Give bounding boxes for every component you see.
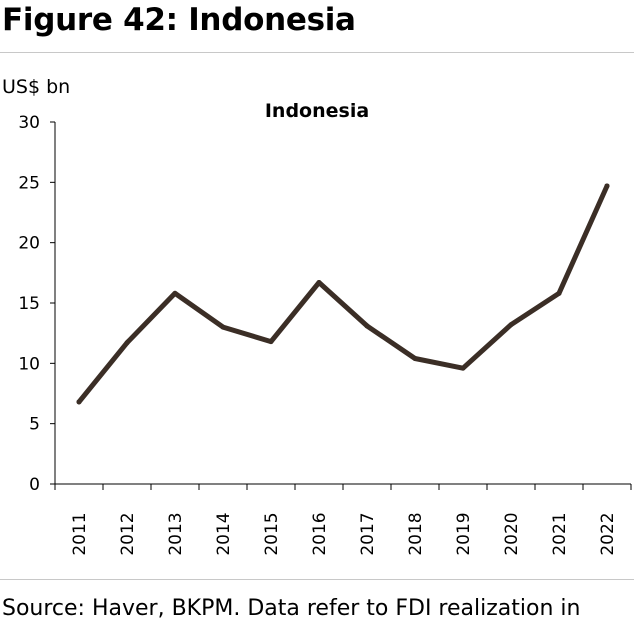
x-tick-label-2015: 2015 — [262, 512, 282, 555]
x-tick-label-2012: 2012 — [118, 512, 138, 555]
bottom-divider — [0, 579, 634, 580]
y-tick-label-0: 0 — [29, 475, 40, 495]
x-tick-label-2011: 2011 — [70, 512, 90, 555]
x-tick-label-2019: 2019 — [454, 512, 474, 555]
data-point-2013 — [172, 290, 178, 296]
data-point-2022 — [604, 183, 610, 189]
y-tick-label-10: 10 — [18, 354, 40, 374]
y-tick-label-30: 30 — [18, 113, 40, 133]
x-tick-label-2021: 2021 — [550, 512, 570, 555]
y-axis-unit-label: US$ bn — [2, 76, 71, 98]
source-note: Source: Haver, BKPM. Data refer to FDI r… — [2, 596, 581, 621]
data-point-2017 — [364, 323, 370, 329]
data-point-2012 — [124, 340, 130, 346]
y-tick-label-5: 5 — [29, 415, 40, 435]
x-tick-label-2017: 2017 — [358, 512, 378, 555]
x-tick-label-2014: 2014 — [214, 512, 234, 555]
chart-title: Indonesia — [265, 100, 369, 122]
data-point-2018 — [412, 356, 418, 362]
x-tick-label-2018: 2018 — [406, 512, 426, 555]
figure-title: Figure 42: Indonesia — [2, 2, 356, 38]
data-point-2014 — [220, 324, 226, 330]
x-tick-label-2020: 2020 — [502, 512, 522, 555]
y-tick-label-20: 20 — [18, 234, 40, 254]
data-point-2015 — [268, 339, 274, 345]
y-tick-label-25: 25 — [18, 173, 40, 193]
data-point-2016 — [316, 279, 322, 285]
x-tick-label-2016: 2016 — [310, 512, 330, 555]
y-tick-label-15: 15 — [18, 294, 40, 314]
series-line-0 — [76, 183, 610, 405]
top-divider — [0, 52, 634, 53]
data-point-2021 — [556, 290, 562, 296]
data-point-2011 — [76, 399, 82, 405]
data-point-2020 — [508, 322, 514, 328]
x-tick-label-2022: 2022 — [598, 512, 618, 555]
x-tick-label-2013: 2013 — [166, 512, 186, 555]
data-point-2019 — [460, 365, 466, 371]
